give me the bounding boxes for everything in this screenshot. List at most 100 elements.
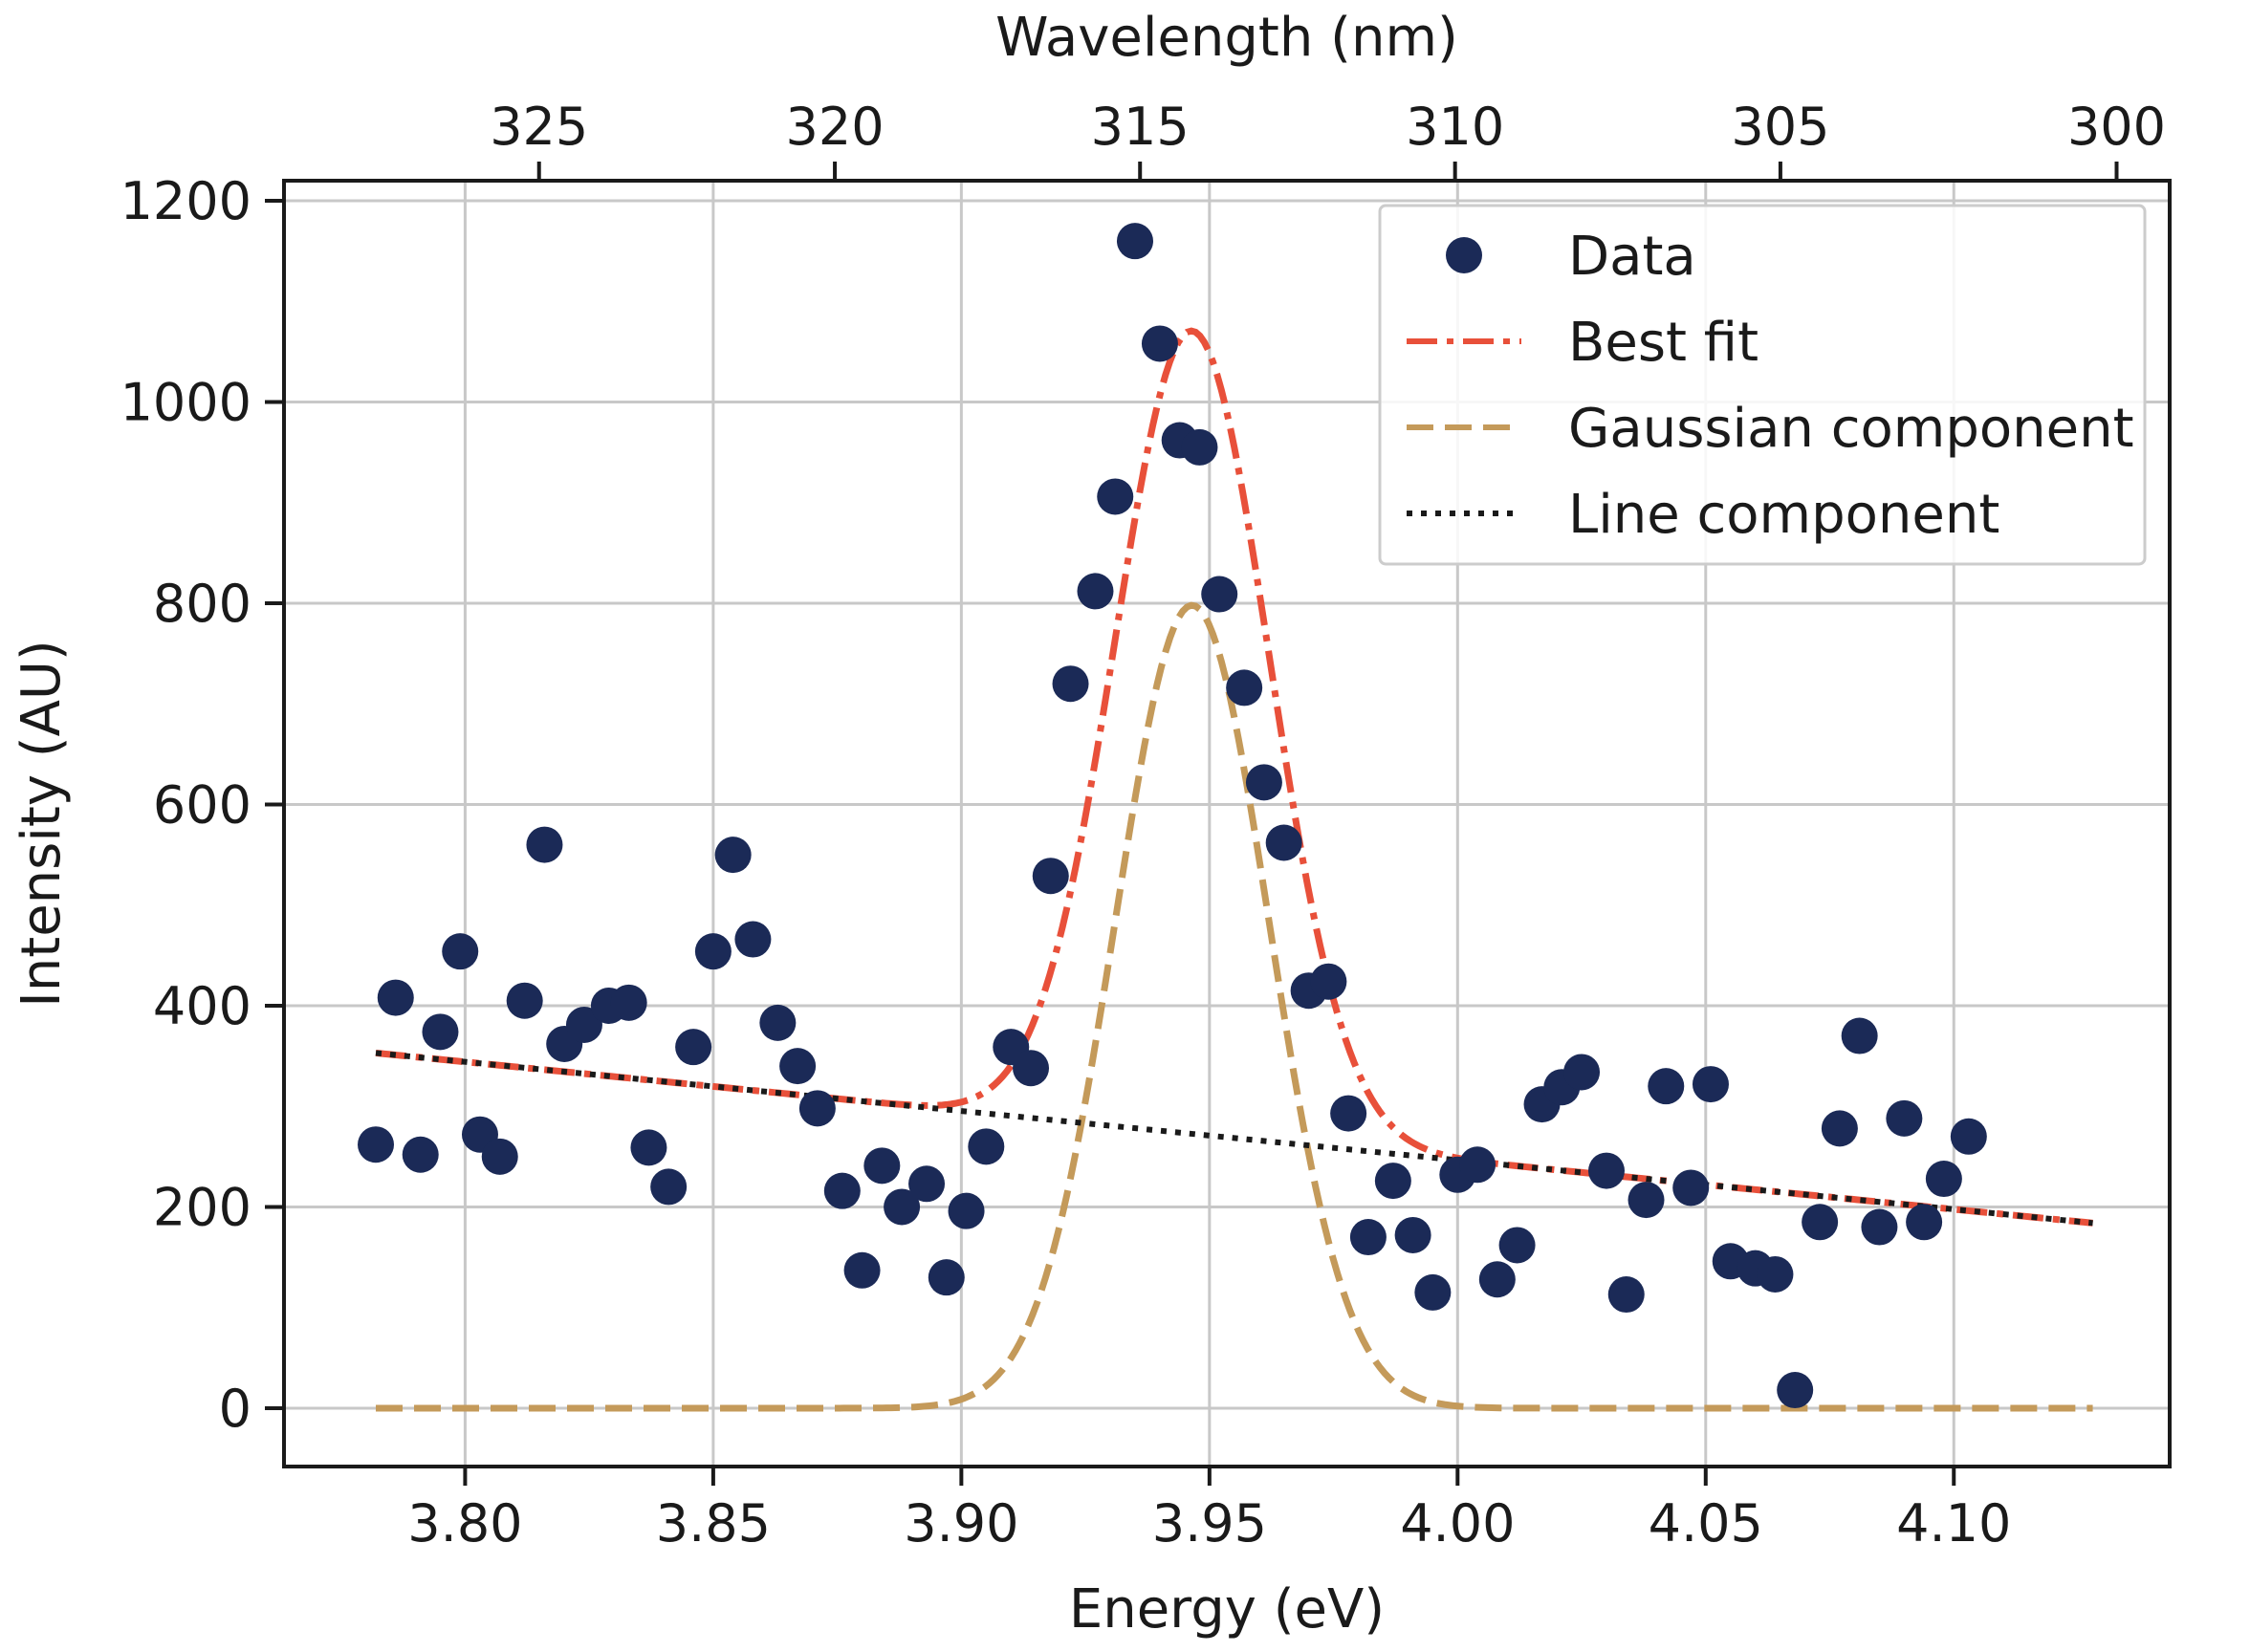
top-axis-ticks: 325 320 315 310 305 300 — [490, 97, 2166, 181]
data-point — [798, 1090, 836, 1127]
data-point — [1861, 1208, 1898, 1246]
data-point — [565, 1006, 602, 1043]
data-point — [1181, 428, 1218, 466]
data-point — [1802, 1204, 1839, 1241]
data-point — [968, 1128, 1005, 1165]
legend-item-best-fit: Best fit — [1407, 312, 1758, 374]
data-point — [1925, 1161, 1962, 1198]
top-tick-label: 320 — [786, 97, 885, 157]
data-point — [884, 1188, 921, 1226]
y-tick-label: 400 — [153, 976, 251, 1036]
data-point — [1097, 478, 1134, 515]
data-point — [675, 1029, 712, 1066]
data-point — [1394, 1216, 1431, 1253]
data-point — [630, 1129, 667, 1166]
data-point — [1563, 1054, 1601, 1091]
data-point — [402, 1136, 439, 1173]
data-point — [843, 1251, 881, 1289]
legend: Data Best fit Gaussian component Line co… — [1378, 204, 2147, 566]
data-point — [1777, 1372, 1814, 1409]
x-tick-label: 4.10 — [1896, 1493, 2011, 1554]
y-axis-ticks: 0 200 400 600 800 1000 1200 — [120, 171, 284, 1439]
legend-item-data: Data — [1446, 226, 1696, 288]
data-point — [1032, 858, 1069, 895]
data-point — [1478, 1261, 1516, 1298]
data-point — [863, 1147, 901, 1185]
data-point — [779, 1048, 817, 1085]
data-point — [1013, 1050, 1050, 1087]
data-point — [1498, 1227, 1536, 1264]
data-point — [714, 837, 752, 874]
y-tick-label: 1200 — [120, 171, 251, 231]
top-tick-label: 300 — [2067, 97, 2166, 157]
x-axis-ticks: 3.80 3.85 3.90 3.95 4.00 4.05 4.10 — [407, 1467, 2011, 1554]
legend-box — [1378, 204, 2147, 566]
legend-label-gaussian: Gaussian component — [1568, 398, 2134, 460]
data-point — [1950, 1118, 1987, 1155]
data-point — [610, 984, 647, 1021]
y-tick-label: 800 — [153, 574, 251, 634]
fit-curves — [375, 327, 2093, 1412]
grid-lines — [284, 181, 2170, 1467]
plot-frame — [282, 179, 2172, 1468]
data-point — [759, 1004, 797, 1041]
legend-item-line: Line component — [1407, 484, 1999, 546]
x-tick-label: 3.90 — [904, 1493, 1018, 1554]
data-point — [1692, 1066, 1729, 1103]
data-point — [734, 921, 772, 958]
top-axis-label: Wavelength (nm) — [995, 7, 1458, 69]
data-point — [1841, 1017, 1878, 1054]
data-point — [650, 1168, 688, 1206]
line-component-curve — [375, 1050, 2093, 1227]
y-tick-label: 600 — [153, 775, 251, 836]
top-tick-label: 310 — [1406, 97, 1504, 157]
data-point — [1226, 669, 1263, 706]
x-tick-label: 4.00 — [1400, 1493, 1515, 1554]
data-point — [1374, 1163, 1411, 1200]
x-tick-label: 4.05 — [1649, 1493, 1763, 1554]
data-point — [928, 1259, 965, 1296]
gaussian-component-curve — [376, 601, 2093, 1412]
x-axis-label: Energy (eV) — [1069, 1578, 1385, 1641]
data-point — [1201, 576, 1238, 613]
top-tick-label: 325 — [490, 97, 588, 157]
data-point — [1245, 764, 1282, 801]
data-point — [823, 1172, 861, 1209]
x-tick-label: 3.80 — [407, 1493, 522, 1554]
data-point — [1886, 1099, 1923, 1137]
top-tick-label: 305 — [1731, 97, 1829, 157]
y-axis-label: Intensity (AU) — [11, 640, 73, 1008]
legend-label-line-component: Line component — [1568, 484, 1999, 546]
data-point — [442, 933, 479, 970]
data-point — [948, 1192, 985, 1229]
data-point — [1310, 963, 1347, 1000]
x-tick-label: 3.95 — [1152, 1493, 1267, 1554]
data-point — [1349, 1219, 1387, 1256]
data-point — [1052, 665, 1089, 703]
data-point — [908, 1165, 946, 1203]
data-point — [1414, 1273, 1452, 1311]
y-tick-label: 0 — [219, 1379, 251, 1439]
data-point — [481, 1138, 518, 1175]
data-point — [1648, 1068, 1685, 1105]
data-point — [358, 1126, 395, 1163]
data-point — [377, 979, 414, 1016]
data-point — [1330, 1095, 1367, 1132]
data-point — [1077, 573, 1114, 610]
data-points — [358, 223, 1987, 1409]
data-point — [1757, 1255, 1794, 1293]
data-point — [1906, 1204, 1943, 1241]
data-point — [1141, 325, 1178, 362]
data-point — [422, 1013, 459, 1051]
x-tick-label: 3.85 — [656, 1493, 771, 1554]
data-point — [526, 826, 563, 863]
legend-item-gaussian: Gaussian component — [1407, 398, 2134, 460]
y-tick-label: 1000 — [120, 373, 251, 433]
data-point — [1672, 1169, 1710, 1206]
data-point — [1116, 223, 1153, 260]
legend-label-data: Data — [1568, 226, 1696, 288]
data-point — [506, 982, 543, 1019]
legend-marker-data — [1446, 237, 1482, 273]
data-point — [1265, 824, 1302, 861]
